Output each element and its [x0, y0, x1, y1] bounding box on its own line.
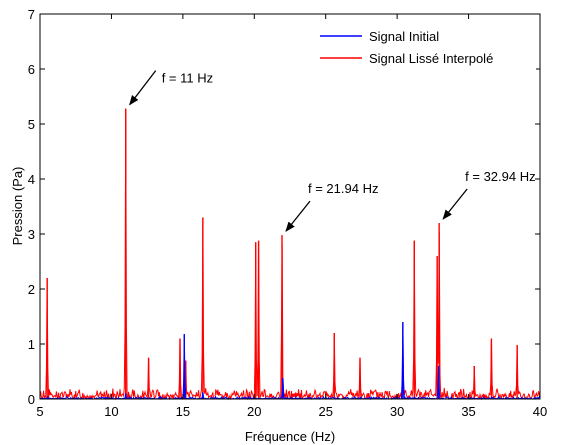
legend: Signal Initial Signal Lissé Interpolé	[302, 22, 536, 72]
ticks-layer: 5 10 15 20 25 30 35 40 0 1 2 3 4 5 6 7	[28, 7, 547, 419]
y-tick-label: 0	[28, 392, 35, 407]
x-tick-label: 25	[318, 404, 332, 419]
y-axis-label: Pression (Pa)	[10, 167, 25, 246]
annotation-arrow	[129, 70, 157, 106]
legend-label-signal-initial: Signal Initial	[369, 29, 439, 44]
y-tick-label: 1	[28, 337, 35, 352]
annotation-arrow	[442, 188, 468, 220]
x-axis-label: Fréquence (Hz)	[245, 429, 335, 444]
y-tick-label: 6	[28, 62, 35, 77]
x-tick-label: 40	[533, 404, 547, 419]
y-tick-label: 7	[28, 7, 35, 22]
plot-area	[40, 14, 540, 399]
y-tick-label: 3	[28, 227, 35, 242]
plot-frame	[39, 13, 541, 400]
y-tick-label: 2	[28, 282, 35, 297]
series-line-signal-initial	[39, 321, 541, 401]
x-tick-label: 30	[390, 404, 404, 419]
x-tick-label: 20	[247, 404, 261, 419]
annotation-label: f = 11 Hz	[162, 71, 213, 86]
x-tick-label: 35	[461, 404, 475, 419]
x-tick-label: 15	[176, 404, 190, 419]
annotation-label: f = 21.94 Hz	[308, 181, 378, 196]
y-tick-label: 4	[28, 172, 35, 187]
x-tick-label: 10	[104, 404, 118, 419]
annotation-arrow	[285, 200, 311, 232]
annotation-label: f = 32.94 Hz	[465, 169, 535, 184]
annotation-layer: f = 11 Hz f = 21.94 Hz f = 32.94 Hz	[129, 70, 536, 232]
y-tick-label: 5	[28, 117, 35, 132]
legend-box	[302, 22, 536, 72]
series-layer	[39, 108, 541, 401]
legend-label-signal-lisse: Signal Lissé Interpolé	[369, 51, 493, 66]
x-tick-label: 5	[36, 404, 43, 419]
